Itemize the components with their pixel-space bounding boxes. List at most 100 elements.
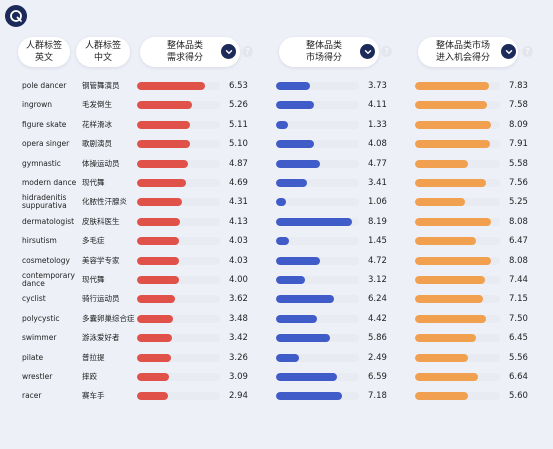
- demand-score-bar: [137, 179, 220, 187]
- market-score-bar-fill: [276, 276, 305, 284]
- market-score-bar-fill: [276, 82, 311, 90]
- opportunity-score-bar: [415, 140, 500, 149]
- row-label-en: gymnastic: [22, 158, 61, 168]
- opportunity-score-value: 6.64: [509, 372, 528, 382]
- market-score-bar: [276, 256, 359, 265]
- demand-score-bar: [137, 101, 220, 110]
- sort-opportunity-button[interactable]: [501, 44, 516, 59]
- demand-score-bar-fill: [137, 82, 205, 90]
- help-opportunity-icon[interactable]: ?: [522, 46, 533, 57]
- table-row: dermatologist 皮肤科医生 4.13 8.19 8.08: [0, 214, 553, 230]
- market-score-bar-fill: [276, 314, 317, 323]
- demand-score-bar: [137, 276, 220, 284]
- market-score-value: 3.73: [368, 81, 387, 91]
- opportunity-score-bar-fill: [415, 295, 483, 304]
- table-row: modern dance 现代舞 4.69 3.41 7.56: [0, 175, 553, 191]
- opportunity-score-bar: [415, 276, 500, 284]
- market-score-value: 5.86: [368, 333, 387, 344]
- market-score-value: 3.12: [368, 275, 387, 285]
- opportunity-score-bar: [415, 295, 500, 304]
- row-label-zh: 体操运动员: [82, 158, 120, 168]
- opportunity-score-bar-fill: [415, 256, 492, 265]
- opportunity-score-bar-fill: [415, 140, 490, 149]
- demand-score-value: 5.10: [229, 139, 248, 150]
- demand-score-value: 5.11: [229, 119, 248, 130]
- demand-score-bar-fill: [137, 295, 175, 304]
- row-label-zh: 花样滑冰: [82, 119, 112, 129]
- demand-score-value: 3.62: [229, 294, 248, 305]
- market-score-bar-fill: [276, 353, 299, 362]
- help-demand-icon[interactable]: ?: [242, 46, 253, 57]
- table-row: pole dancer 钢管舞演员 6.53 3.73 7.83: [0, 78, 553, 94]
- demand-score-value: 4.13: [229, 216, 248, 227]
- demand-score-bar-fill: [137, 101, 192, 110]
- row-label-en: ingrown: [22, 100, 52, 110]
- row-label-en: pilate: [22, 352, 44, 362]
- opportunity-score-value: 7.91: [509, 139, 528, 150]
- opportunity-score-bar-fill: [415, 159, 468, 168]
- demand-score-bar-fill: [137, 179, 186, 187]
- opportunity-score-bar-fill: [415, 217, 492, 226]
- market-score-bar: [276, 120, 359, 129]
- opportunity-score-bar-fill: [415, 179, 487, 187]
- table-row: opera singer 歌剧演员 5.10 4.08 7.91: [0, 136, 553, 152]
- row-label-en: cyclist: [22, 294, 46, 304]
- market-score-bar: [276, 276, 359, 284]
- row-label-zh: 摔跤: [82, 371, 97, 381]
- market-score-bar: [276, 179, 359, 187]
- demand-score-bar-fill: [137, 256, 179, 265]
- opportunity-score-bar-fill: [415, 314, 486, 323]
- market-score-bar: [276, 159, 359, 168]
- opportunity-score-bar-fill: [415, 392, 468, 401]
- market-score-value: 6.59: [368, 372, 387, 382]
- demand-score-bar-fill: [137, 314, 174, 323]
- market-score-bar-fill: [276, 159, 320, 168]
- opportunity-score-value: 7.44: [509, 275, 528, 285]
- market-score-value: 1.06: [368, 197, 387, 208]
- market-score-bar-fill: [276, 237, 290, 246]
- demand-score-bar-fill: [137, 276, 179, 284]
- opportunity-score-bar: [415, 159, 500, 168]
- sort-market-button[interactable]: [360, 44, 375, 59]
- opportunity-score-value: 7.15: [509, 294, 528, 305]
- market-score-value: 1.45: [368, 236, 387, 247]
- row-label-zh: 游泳爱好者: [82, 332, 120, 342]
- row-label-zh: 歌剧演员: [82, 138, 112, 148]
- table-row: ingrown 毛发倒生 5.26 4.11 7.58: [0, 97, 553, 113]
- row-label-zh: 钢管舞演员: [82, 80, 120, 90]
- demand-score-bar: [137, 353, 220, 362]
- opportunity-score-value: 7.83: [509, 81, 528, 91]
- table-row: swimmer 游泳爱好者 3.42 5.86 6.45: [0, 330, 553, 346]
- demand-score-bar: [137, 120, 220, 129]
- table-row: pilate 普拉提 3.26 2.49 5.56: [0, 350, 553, 366]
- opportunity-score-bar: [415, 237, 500, 246]
- market-score-bar: [276, 101, 359, 110]
- demand-score-bar-fill: [137, 159, 188, 168]
- row-label-en: modern dance: [22, 178, 77, 187]
- opportunity-score-value: 8.08: [509, 255, 528, 266]
- demand-score-value: 4.31: [229, 197, 248, 208]
- market-score-bar: [276, 314, 359, 323]
- demand-score-bar: [137, 159, 220, 168]
- opportunity-score-value: 8.09: [509, 119, 528, 130]
- opportunity-score-value: 5.60: [509, 391, 528, 402]
- row-label-zh: 美容学专家: [82, 255, 120, 265]
- row-label-en: hidradenitis suppurativa: [22, 193, 67, 211]
- market-score-value: 7.18: [368, 391, 387, 402]
- row-label-en: swimmer: [22, 333, 57, 343]
- opportunity-score-bar: [415, 198, 500, 207]
- row-label-zh: 普拉提: [82, 352, 105, 362]
- demand-score-bar: [137, 217, 220, 226]
- market-score-bar-fill: [276, 198, 286, 207]
- row-label-en: pole dancer: [22, 81, 67, 90]
- demand-score-bar: [137, 392, 220, 401]
- header-zh-label: 人群标签 中文: [76, 37, 130, 67]
- market-score-bar-fill: [276, 140, 314, 149]
- sort-demand-button[interactable]: [221, 44, 236, 59]
- opportunity-score-value: 8.08: [509, 216, 528, 227]
- market-score-value: 8.19: [368, 216, 387, 227]
- help-market-icon[interactable]: ?: [381, 46, 392, 57]
- opportunity-score-bar-fill: [415, 82, 489, 90]
- row-label-zh: 化脓性汗腺炎: [82, 197, 127, 207]
- market-score-bar: [276, 334, 359, 343]
